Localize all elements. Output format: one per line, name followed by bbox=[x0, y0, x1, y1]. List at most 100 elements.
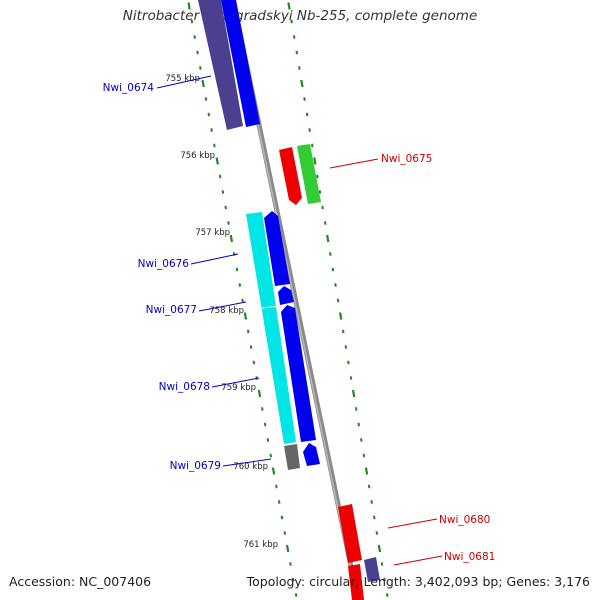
tick-mark bbox=[207, 112, 211, 117]
gene-nwi-0681-red[interactable] bbox=[348, 564, 364, 600]
scale-label: 758 kbp bbox=[209, 306, 244, 316]
tick-mark bbox=[246, 329, 250, 334]
tick-mark bbox=[316, 174, 319, 179]
gene-labels: Nwi_0674 Nwi_0675 Nwi_0676 Nwi_0677 Nwi_… bbox=[103, 82, 496, 563]
gene-nwi-0679-blue[interactable] bbox=[303, 443, 320, 466]
tick-mark bbox=[305, 112, 309, 117]
tick-mark bbox=[303, 97, 306, 101]
tick-mark bbox=[351, 389, 356, 398]
tick-mark bbox=[377, 544, 382, 553]
tick-mark bbox=[334, 283, 337, 287]
leader-line bbox=[329, 158, 379, 169]
tick-mark bbox=[298, 66, 301, 70]
leader-line bbox=[198, 301, 247, 312]
tick-mark bbox=[294, 593, 298, 597]
tick-mark bbox=[249, 345, 253, 349]
gene-label-nwi-0674[interactable]: Nwi_0674 bbox=[103, 82, 155, 94]
tick-mark bbox=[290, 19, 293, 24]
tick-mark bbox=[385, 593, 389, 597]
tick-mark bbox=[295, 50, 298, 55]
tick-mark bbox=[199, 66, 202, 70]
tick-mark bbox=[292, 35, 296, 39]
gene-label-nwi-0680[interactable]: Nwi_0680 bbox=[439, 514, 490, 526]
tick-mark bbox=[300, 79, 304, 88]
tick-mark bbox=[323, 221, 327, 225]
gene-nwi-0677-blue[interactable] bbox=[278, 286, 294, 305]
gene-nwi-0675-red[interactable] bbox=[279, 147, 302, 205]
gene-nwi-0678-blue[interactable] bbox=[281, 305, 316, 442]
gene-nwi-0676-blue[interactable] bbox=[264, 211, 290, 286]
tick-mark bbox=[257, 389, 262, 398]
tick-mark bbox=[292, 577, 295, 582]
scale-label: 761 kbp bbox=[243, 540, 278, 550]
tick-mark bbox=[224, 205, 227, 210]
tick-mark bbox=[329, 252, 332, 256]
tick-mark bbox=[326, 234, 330, 243]
tick-mark bbox=[229, 234, 234, 243]
scale-label: 757 kbp bbox=[195, 228, 230, 238]
tick-mark bbox=[215, 157, 219, 165]
tick-mark bbox=[362, 453, 366, 458]
tick-mark bbox=[271, 467, 276, 475]
tick-mark bbox=[196, 50, 199, 55]
leader-line bbox=[156, 75, 212, 89]
label-leader-lines bbox=[156, 75, 443, 566]
tick-mark bbox=[313, 157, 317, 165]
tick-mark bbox=[266, 438, 270, 442]
tick-mark bbox=[187, 2, 191, 10]
gene-label-nwi-0679[interactable]: Nwi_0679 bbox=[170, 460, 221, 472]
leader-line bbox=[387, 518, 438, 529]
tick-mark bbox=[238, 283, 242, 287]
tick-mark bbox=[243, 312, 248, 320]
tick-mark bbox=[367, 484, 371, 489]
tick-mark bbox=[252, 360, 256, 365]
tick-mark bbox=[241, 298, 244, 303]
tick-mark bbox=[308, 128, 311, 132]
tick-mark bbox=[190, 19, 194, 24]
tick-mark bbox=[349, 376, 353, 380]
tick-mark bbox=[283, 531, 287, 535]
gene-label-nwi-0681[interactable]: Nwi_0681 bbox=[444, 551, 495, 563]
gene-nwi-0681-navy[interactable] bbox=[364, 557, 380, 582]
gene-nwi-0675-green[interactable] bbox=[297, 144, 321, 204]
gene-label-nwi-0676[interactable]: Nwi_0676 bbox=[138, 258, 190, 270]
tick-mark bbox=[235, 267, 239, 272]
tick-mark bbox=[318, 190, 322, 194]
gene-label-nwi-0678[interactable]: Nwi_0678 bbox=[159, 381, 210, 393]
leader-line bbox=[393, 555, 443, 566]
gene-nwi-0676-cyan[interactable] bbox=[246, 212, 296, 444]
scale-label: 759 kbp bbox=[221, 383, 256, 393]
tick-mark bbox=[364, 467, 369, 475]
tick-mark bbox=[201, 79, 205, 88]
tick-mark bbox=[339, 312, 343, 320]
tick-mark bbox=[263, 422, 267, 427]
tick-mark bbox=[287, 2, 291, 10]
tick-mark bbox=[193, 35, 196, 39]
accession-label: Accession: NC_007406 bbox=[9, 574, 152, 589]
tick-mark bbox=[227, 221, 230, 225]
gene-nwi-0680-red[interactable] bbox=[338, 504, 362, 563]
scale-label: 756 kbp bbox=[180, 151, 215, 161]
gene-nwi-0679-gray[interactable] bbox=[284, 444, 300, 470]
tick-mark bbox=[321, 205, 324, 210]
scale-label: 755 kbp bbox=[165, 74, 200, 84]
leader-line bbox=[222, 458, 272, 467]
gene-nwi-0674-outer[interactable] bbox=[198, 0, 243, 130]
tick-mark bbox=[218, 174, 222, 179]
tick-mark bbox=[354, 407, 358, 411]
gene-label-nwi-0677[interactable]: Nwi_0677 bbox=[146, 304, 197, 316]
tick-mark bbox=[360, 438, 363, 442]
scale-label: 760 kbp bbox=[233, 462, 268, 472]
scale-labels: 755 kbp 756 kbp 757 kbp 758 kbp 759 kbp … bbox=[165, 74, 278, 550]
tick-marks bbox=[187, 2, 389, 597]
tick-mark bbox=[204, 97, 208, 101]
tick-mark bbox=[275, 484, 278, 489]
tick-mark bbox=[342, 329, 345, 334]
tick-mark bbox=[370, 500, 373, 504]
gene-nwi-0674-inner[interactable] bbox=[221, 0, 260, 127]
tick-mark bbox=[280, 515, 284, 520]
tick-mark bbox=[213, 143, 216, 148]
tick-mark bbox=[373, 515, 376, 520]
gene-label-nwi-0675[interactable]: Nwi_0675 bbox=[381, 153, 432, 165]
